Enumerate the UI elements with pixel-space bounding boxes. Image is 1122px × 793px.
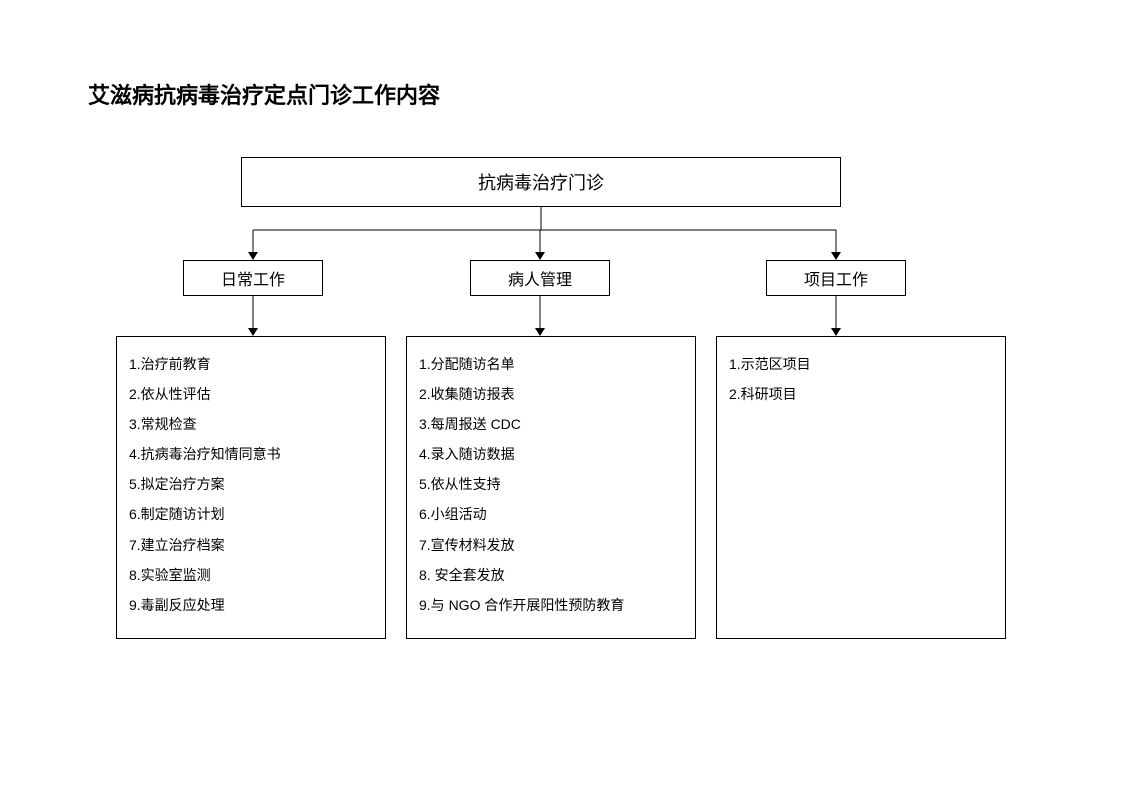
list-item: 2.依从性评估 bbox=[129, 379, 373, 409]
page-title: 艾滋病抗病毒治疗定点门诊工作内容 bbox=[88, 78, 440, 110]
list-item: 1.治疗前教育 bbox=[129, 349, 373, 379]
list-item: 1.分配随访名单 bbox=[419, 349, 683, 379]
branch-header-label: 项目工作 bbox=[804, 266, 868, 290]
root-label: 抗病毒治疗门诊 bbox=[478, 169, 604, 195]
branch-list-project: 1.示范区项目2.科研项目 bbox=[716, 336, 1006, 639]
branch-header-project: 项目工作 bbox=[766, 260, 906, 296]
list-item: 1.示范区项目 bbox=[729, 349, 993, 379]
list-item: 2.科研项目 bbox=[729, 379, 993, 409]
list-item: 5.拟定治疗方案 bbox=[129, 469, 373, 499]
branch-list-patient: 1.分配随访名单2.收集随访报表3.每周报送 CDC4.录入随访数据5.依从性支… bbox=[406, 336, 696, 639]
list-item: 4.录入随访数据 bbox=[419, 439, 683, 469]
list-item: 6.制定随访计划 bbox=[129, 499, 373, 529]
list-item: 9.与 NGO 合作开展阳性预防教育 bbox=[419, 590, 683, 620]
branch-header-patient: 病人管理 bbox=[470, 260, 610, 296]
list-item: 3.每周报送 CDC bbox=[419, 409, 683, 439]
list-item: 6.小组活动 bbox=[419, 499, 683, 529]
branch-list-daily: 1.治疗前教育2.依从性评估3.常规检查4.抗病毒治疗知情同意书5.拟定治疗方案… bbox=[116, 336, 386, 639]
list-item: 9.毒副反应处理 bbox=[129, 590, 373, 620]
branch-header-label: 病人管理 bbox=[508, 266, 572, 290]
list-item: 7.宣传材料发放 bbox=[419, 530, 683, 560]
list-item: 5.依从性支持 bbox=[419, 469, 683, 499]
list-item: 3.常规检查 bbox=[129, 409, 373, 439]
branch-header-daily: 日常工作 bbox=[183, 260, 323, 296]
list-item: 2.收集随访报表 bbox=[419, 379, 683, 409]
list-item: 8. 安全套发放 bbox=[419, 560, 683, 590]
root-node: 抗病毒治疗门诊 bbox=[241, 157, 841, 207]
list-item: 4.抗病毒治疗知情同意书 bbox=[129, 439, 373, 469]
list-item: 8.实验室监测 bbox=[129, 560, 373, 590]
list-item: 7.建立治疗档案 bbox=[129, 530, 373, 560]
branch-header-label: 日常工作 bbox=[221, 266, 285, 290]
